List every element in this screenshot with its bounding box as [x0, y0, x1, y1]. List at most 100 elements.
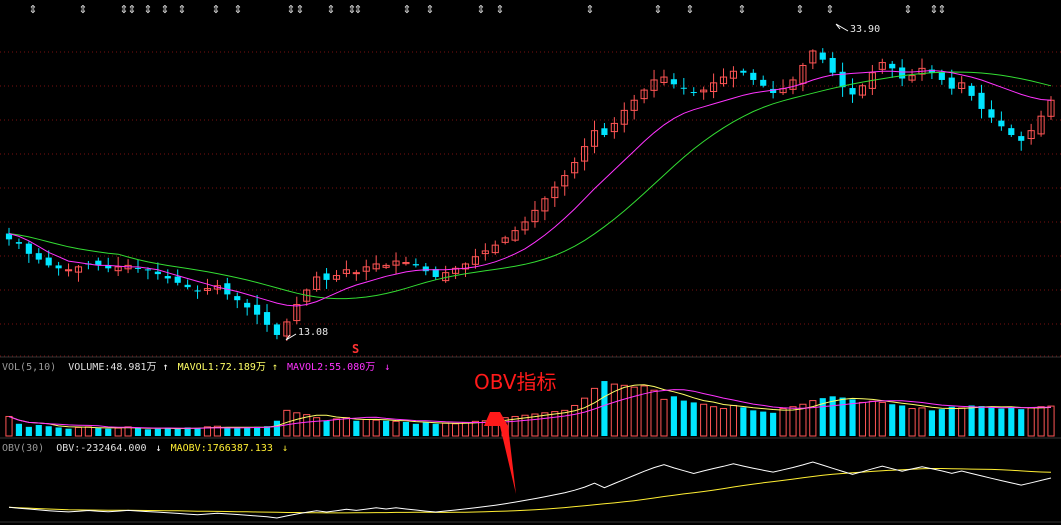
volume-bar[interactable]	[988, 406, 995, 436]
candle[interactable]	[382, 263, 390, 269]
volume-bar[interactable]	[55, 427, 62, 436]
volume-bar[interactable]	[740, 407, 747, 436]
event-marker-icon[interactable]: ⇕	[937, 3, 946, 16]
candle[interactable]	[521, 216, 529, 235]
candle[interactable]	[978, 84, 985, 119]
candle[interactable]	[203, 278, 212, 295]
candle[interactable]	[481, 243, 489, 261]
volume-bar[interactable]	[263, 426, 271, 436]
event-marker-icon[interactable]: ⇕	[160, 3, 169, 16]
candle[interactable]	[660, 69, 668, 86]
candle[interactable]	[541, 196, 549, 221]
event-marker-icon[interactable]: ⇕	[353, 3, 362, 16]
volume-bar[interactable]	[194, 428, 201, 436]
candle[interactable]	[362, 259, 370, 281]
volume-bar[interactable]	[1037, 406, 1045, 437]
candle[interactable]	[234, 292, 241, 309]
candle[interactable]	[571, 157, 579, 179]
volume-bar[interactable]	[332, 418, 341, 437]
volume-bar[interactable]	[323, 420, 330, 436]
candle[interactable]	[5, 227, 13, 246]
volume-bar[interactable]	[392, 420, 400, 437]
event-marker-icon[interactable]: ⇕	[211, 3, 220, 16]
candle[interactable]	[402, 256, 410, 266]
candle[interactable]	[342, 260, 350, 278]
volume-bar[interactable]	[451, 423, 460, 437]
candle[interactable]	[819, 48, 826, 64]
volume-bar[interactable]	[184, 427, 191, 436]
candle[interactable]	[95, 257, 102, 271]
volume-bar[interactable]	[998, 408, 1005, 436]
volume-bar[interactable]	[690, 402, 697, 436]
event-marker-icon[interactable]: ⇕	[585, 3, 594, 16]
volume-bar[interactable]	[74, 426, 83, 437]
volume-bar[interactable]	[154, 428, 161, 436]
candle[interactable]	[968, 83, 975, 101]
volume-bar[interactable]	[372, 419, 380, 437]
candle[interactable]	[422, 263, 429, 276]
candle[interactable]	[491, 240, 499, 255]
candle[interactable]	[789, 76, 797, 95]
volume-bar[interactable]	[105, 428, 112, 436]
candle[interactable]	[134, 259, 142, 273]
volume-bar[interactable]	[729, 404, 738, 437]
volume-bar[interactable]	[858, 401, 867, 437]
candle[interactable]	[144, 267, 152, 280]
candle[interactable]	[451, 265, 460, 279]
candle[interactable]	[531, 201, 539, 228]
volume-bar[interactable]	[442, 422, 450, 437]
candle[interactable]	[1018, 131, 1025, 151]
volume-bar[interactable]	[95, 428, 102, 436]
candle[interactable]	[74, 264, 83, 282]
volume-bar[interactable]	[868, 400, 876, 437]
candle[interactable]	[412, 258, 419, 268]
event-marker-icon[interactable]: ⇕	[737, 3, 746, 16]
volume-bar[interactable]	[829, 396, 836, 436]
candle[interactable]	[670, 73, 677, 89]
candle[interactable]	[461, 262, 470, 277]
volume-bar[interactable]	[750, 410, 757, 436]
event-marker-icon[interactable]: ⇕	[286, 3, 295, 16]
volume-bar[interactable]	[402, 421, 410, 436]
volume-bar[interactable]	[5, 415, 13, 437]
candle[interactable]	[918, 58, 926, 81]
volume-bar[interactable]	[213, 425, 221, 437]
volume-bar[interactable]	[481, 420, 489, 437]
volume-bar[interactable]	[511, 415, 519, 437]
volume-bar[interactable]	[303, 414, 311, 437]
candle[interactable]	[293, 296, 301, 325]
candle[interactable]	[729, 66, 738, 88]
candle[interactable]	[332, 270, 341, 282]
obv-panel-name[interactable]: OBV(30)	[2, 443, 45, 454]
event-marker-icon[interactable]: ⇕	[28, 3, 37, 16]
candle[interactable]	[630, 94, 638, 120]
volume-bar[interactable]	[640, 385, 648, 437]
event-marker-icon[interactable]: ⇕	[233, 3, 242, 16]
event-marker-icon[interactable]: ⇕	[295, 3, 304, 16]
candle[interactable]	[432, 266, 439, 280]
candle[interactable]	[829, 52, 836, 77]
candle[interactable]	[928, 65, 935, 79]
candle[interactable]	[779, 79, 787, 95]
candle[interactable]	[313, 271, 321, 292]
event-marker-icon[interactable]: ⇕	[425, 3, 434, 16]
candle[interactable]	[809, 49, 817, 70]
candle[interactable]	[988, 100, 995, 123]
volume-bar[interactable]	[928, 410, 935, 436]
volume-bar[interactable]	[224, 427, 231, 436]
volume-bar[interactable]	[799, 403, 807, 437]
candle[interactable]	[55, 261, 62, 276]
candle[interactable]	[501, 235, 509, 245]
volume-bar[interactable]	[938, 409, 945, 436]
volume-bar[interactable]	[1018, 409, 1025, 436]
event-marker-icon[interactable]: ⇕	[476, 3, 485, 16]
volume-bar[interactable]	[362, 419, 370, 437]
candle[interactable]	[25, 241, 32, 263]
volume-bar[interactable]	[313, 417, 321, 437]
volume-bar[interactable]	[760, 411, 767, 436]
event-marker-icon[interactable]: ⇕	[929, 3, 938, 16]
candle[interactable]	[442, 265, 450, 283]
candle[interactable]	[1037, 110, 1045, 137]
volume-bar[interactable]	[719, 408, 728, 437]
